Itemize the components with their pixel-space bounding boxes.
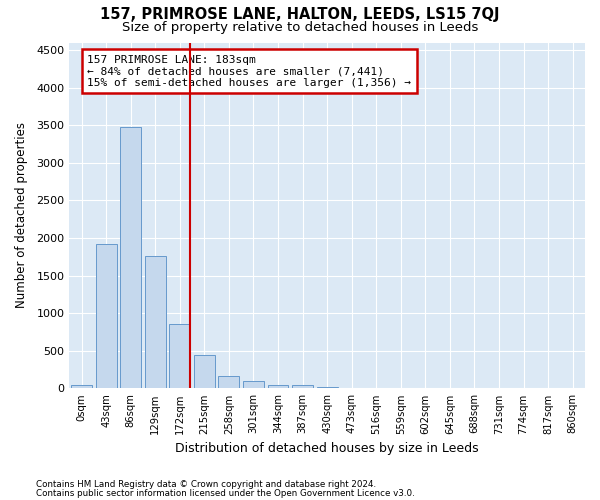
Bar — [218, 376, 239, 388]
X-axis label: Distribution of detached houses by size in Leeds: Distribution of detached houses by size … — [175, 442, 479, 455]
Text: Contains public sector information licensed under the Open Government Licence v3: Contains public sector information licen… — [36, 488, 415, 498]
Bar — [317, 387, 338, 388]
Text: 157, PRIMROSE LANE, HALTON, LEEDS, LS15 7QJ: 157, PRIMROSE LANE, HALTON, LEEDS, LS15 … — [100, 8, 500, 22]
Bar — [71, 384, 92, 388]
Bar — [169, 324, 190, 388]
Y-axis label: Number of detached properties: Number of detached properties — [15, 122, 28, 308]
Text: Size of property relative to detached houses in Leeds: Size of property relative to detached ho… — [122, 21, 478, 34]
Bar — [120, 126, 141, 388]
Bar — [268, 384, 289, 388]
Bar — [145, 256, 166, 388]
Bar — [292, 386, 313, 388]
Text: 157 PRIMROSE LANE: 183sqm
← 84% of detached houses are smaller (7,441)
15% of se: 157 PRIMROSE LANE: 183sqm ← 84% of detac… — [88, 54, 412, 88]
Text: Contains HM Land Registry data © Crown copyright and database right 2024.: Contains HM Land Registry data © Crown c… — [36, 480, 376, 489]
Bar — [96, 244, 116, 388]
Bar — [194, 356, 215, 388]
Bar — [243, 381, 264, 388]
